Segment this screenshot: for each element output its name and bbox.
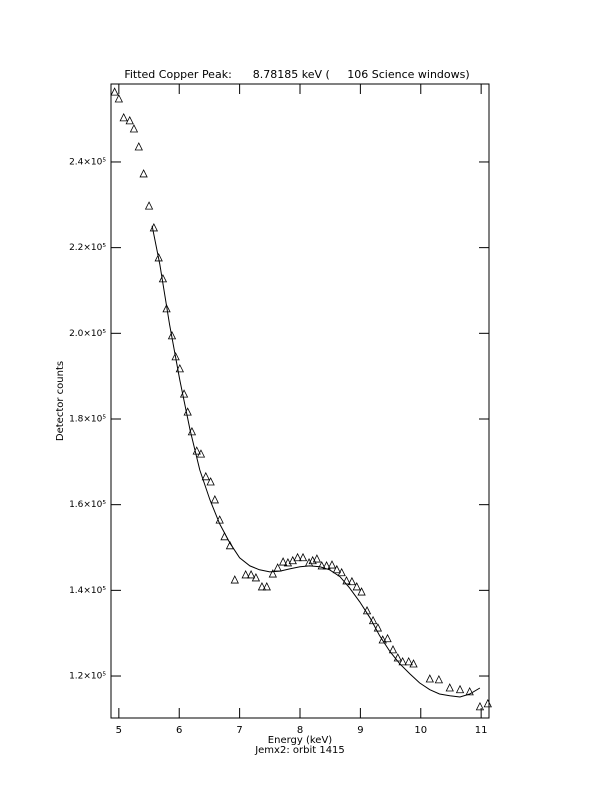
data-point [373,623,383,632]
fit-line [151,225,481,698]
data-point [110,87,119,96]
data-point [388,644,398,654]
data-point [183,407,192,416]
data-point [317,561,326,570]
y-tick-label: 2.2×10⁵ [69,243,106,253]
data-point [357,587,366,596]
data-point [332,564,341,574]
data-point [162,304,171,313]
data-point [210,495,220,504]
data-point [201,471,210,481]
data-point [257,582,267,591]
data-point [337,567,346,577]
data-point [171,351,180,361]
data-point [125,115,134,125]
y-axis-label: Detector counts [55,361,66,441]
data-point [327,560,337,569]
data-point [251,573,261,582]
data-point [304,558,314,567]
x-tick-label: 7 [236,725,242,736]
data-point [139,169,148,178]
data-point [206,477,215,486]
data-point [347,576,357,586]
data-point [352,582,361,591]
data-point [398,656,407,666]
data-point [293,552,302,562]
data-point [368,615,378,625]
data-point [225,540,235,550]
data-point [192,446,201,455]
x-tick-label: 10 [414,725,427,736]
data-point [220,531,229,541]
data-point [262,582,271,591]
y-tick-label: 1.2×10⁵ [69,672,106,682]
x-tick-label: 11 [475,725,488,736]
data-point [322,561,331,570]
x-tick-label: 6 [176,725,182,736]
data-point [241,570,250,579]
data-point [425,674,434,683]
subtitle: Jemx2: orbit 1415 [254,745,345,756]
data-point [475,701,485,711]
data-point [445,683,454,692]
data-point [362,606,372,615]
y-tick-label: 2.0×10⁵ [69,329,106,339]
data-point [196,449,206,458]
data-point [273,563,282,572]
data-point [144,201,154,210]
data-point [154,253,163,262]
data-point [378,635,387,644]
data-point [134,142,143,151]
data-point [278,557,288,566]
data-point [465,686,474,696]
data-point [179,389,189,398]
x-axis-label: Energy (keV) [268,735,333,746]
data-point [230,575,239,584]
data-point [383,633,392,643]
data-point [129,124,139,133]
chart-title: Fitted Copper Peak: 8.78185 keV ( 106 Sc… [124,68,469,81]
data-point [409,659,418,668]
data-point [404,656,413,666]
data-point [114,94,123,103]
data-point [187,426,197,436]
data-point [215,515,224,524]
y-tick-label: 2.4×10⁵ [69,157,106,167]
data-point [119,112,128,122]
data-point [268,569,277,578]
data-point [167,330,177,340]
data-point [342,576,351,585]
data-point [312,554,322,563]
data-point [298,552,308,562]
data-point [246,570,256,579]
data-point [483,698,492,708]
data-point [158,274,168,283]
x-tick-label: 9 [357,725,363,736]
y-tick-label: 1.8×10⁵ [69,414,106,424]
y-tick-label: 1.6×10⁵ [69,500,106,510]
x-tick-label: 5 [116,725,122,736]
data-point [175,363,184,373]
data-point [393,653,402,662]
y-tick-label: 1.4×10⁵ [69,586,106,596]
data-point [149,223,159,232]
data-point [434,674,444,684]
data-point [455,684,465,694]
x-tick-label: 8 [297,725,303,736]
